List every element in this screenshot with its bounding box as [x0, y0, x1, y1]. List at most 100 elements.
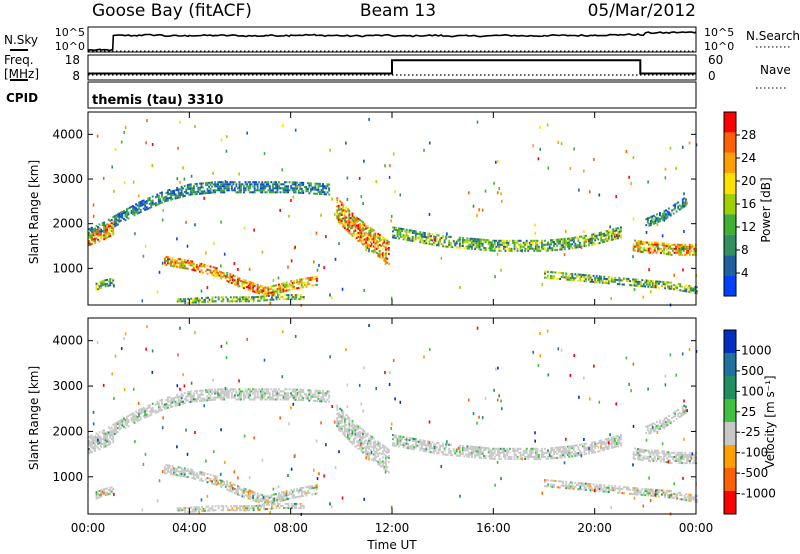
- velocity-echo-cell: [110, 426, 113, 429]
- velocity-echo-cell: [387, 457, 390, 459]
- velocity-echo-cell: [320, 398, 323, 401]
- velocity-echo-cell: [293, 396, 296, 399]
- velocity-echo-cell: [288, 493, 291, 496]
- power-echo-cell: [285, 289, 288, 292]
- power-echo-cell: [589, 278, 592, 281]
- power-echo-cell: [696, 290, 698, 293]
- velocity-echo-cell: [103, 488, 106, 491]
- power-echo-cell: [164, 198, 166, 201]
- power-echo-cell: [477, 244, 479, 247]
- power-echo-cell: [323, 185, 326, 188]
- power-echo-cell: [626, 279, 628, 282]
- velocity-echo-cell: [223, 483, 226, 486]
- power-echo-cell: [609, 231, 612, 234]
- power-echo-cell: [569, 276, 572, 279]
- power-echo-cell: [200, 184, 203, 187]
- power-echo-cell: [202, 182, 204, 185]
- velocity-echo-cell: [88, 441, 90, 444]
- power-echo-cell: [91, 242, 93, 245]
- velocity-echo-cell: [230, 388, 233, 391]
- power-echo-cell: [302, 298, 305, 301]
- velocity-echo-cell: [174, 471, 177, 474]
- velocity-echo-cell: [548, 451, 551, 454]
- velocity-echo-cell: [285, 398, 288, 401]
- velocity-echo-cell: [386, 447, 389, 450]
- power-echo-cell: [302, 282, 305, 285]
- velocity-echo-cell: [577, 454, 580, 457]
- power-noise-cell: [183, 177, 186, 181]
- power-echo-cell: [240, 191, 242, 194]
- power-echo-cell: [226, 183, 229, 186]
- velocity-echo-cell: [141, 409, 144, 412]
- power-echo-cell: [664, 246, 667, 249]
- power-echo-cell: [469, 239, 472, 242]
- power-echo-cell: [506, 239, 508, 242]
- power-echo-cell: [127, 207, 130, 210]
- velocity-echo-cell: [354, 429, 357, 432]
- power-echo-cell: [110, 277, 113, 280]
- power-echo-cell: [221, 191, 224, 194]
- power-noise-cell: [179, 120, 181, 124]
- power-echo-cell: [445, 235, 448, 238]
- velocity-echo-cell: [148, 406, 151, 409]
- power-echo-cell: [566, 243, 569, 246]
- power-echo-cell: [386, 243, 389, 246]
- power-echo-cell: [553, 249, 555, 251]
- power-echo-cell: [480, 244, 483, 247]
- velocity-echo-cell: [386, 449, 389, 452]
- power-echo-cell: [688, 251, 691, 254]
- power-echo-cell: [288, 189, 291, 192]
- power-echo-cell: [115, 220, 118, 223]
- velocity-echo-cell: [290, 394, 293, 397]
- power-echo-cell: [276, 189, 279, 192]
- power-echo-cell: [267, 181, 270, 184]
- velocity-echo-cell: [302, 391, 305, 394]
- power-echo-cell: [230, 282, 233, 284]
- velocity-echo-cell: [380, 447, 383, 450]
- power-echo-cell: [282, 189, 285, 192]
- power-echo-cell: [629, 280, 631, 283]
- power-echo-cell: [454, 242, 457, 245]
- velocity-echo-cell: [408, 447, 411, 450]
- velocity-echo-cell: [116, 431, 119, 434]
- power-echo-cell: [374, 232, 377, 235]
- power-echo-cell: [553, 275, 555, 278]
- power-echo-cell: [127, 213, 130, 216]
- velocity-echo-cell: [253, 396, 256, 399]
- velocity-echo-cell: [262, 498, 265, 501]
- power-echo-cell: [339, 200, 342, 203]
- velocity-echo-cell: [168, 404, 171, 407]
- power-echo-cell: [287, 294, 290, 297]
- power-noise-cell: [220, 138, 223, 142]
- velocity-echo-cell: [104, 433, 107, 436]
- velocity-echo-cell: [225, 505, 228, 508]
- velocity-echo-cell: [574, 444, 577, 447]
- power-echo-cell: [356, 232, 358, 235]
- velocity-echo-cell: [191, 400, 194, 403]
- power-echo-cell: [658, 247, 661, 250]
- power-echo-cell: [671, 288, 674, 290]
- velocity-echo-cell: [528, 455, 531, 458]
- power-echo-cell: [693, 249, 696, 252]
- power-echo-cell: [516, 239, 519, 242]
- velocity-echo-cell: [164, 472, 166, 474]
- colorbar-tick-label: 12: [741, 220, 756, 234]
- velocity-echo-cell: [359, 436, 361, 439]
- velocity-echo-cell: [253, 390, 256, 393]
- power-echo-cell: [648, 283, 651, 286]
- power-echo-cell: [387, 248, 390, 251]
- power-echo-cell: [144, 202, 147, 205]
- velocity-echo-cell: [284, 398, 286, 401]
- power-echo-cell: [241, 282, 244, 285]
- power-echo-cell: [465, 239, 467, 242]
- power-noise-cell: [96, 134, 99, 138]
- velocity-echo-cell: [632, 455, 635, 458]
- power-echo-cell: [298, 298, 301, 301]
- velocity-echo-cell: [559, 448, 562, 451]
- power-echo-cell: [440, 243, 443, 245]
- velocity-echo-cell: [281, 390, 283, 393]
- velocity-echo-cell: [195, 476, 198, 479]
- power-noise-cell: [501, 199, 503, 203]
- velocity-echo-cell: [293, 390, 296, 393]
- power-echo-cell: [231, 300, 234, 303]
